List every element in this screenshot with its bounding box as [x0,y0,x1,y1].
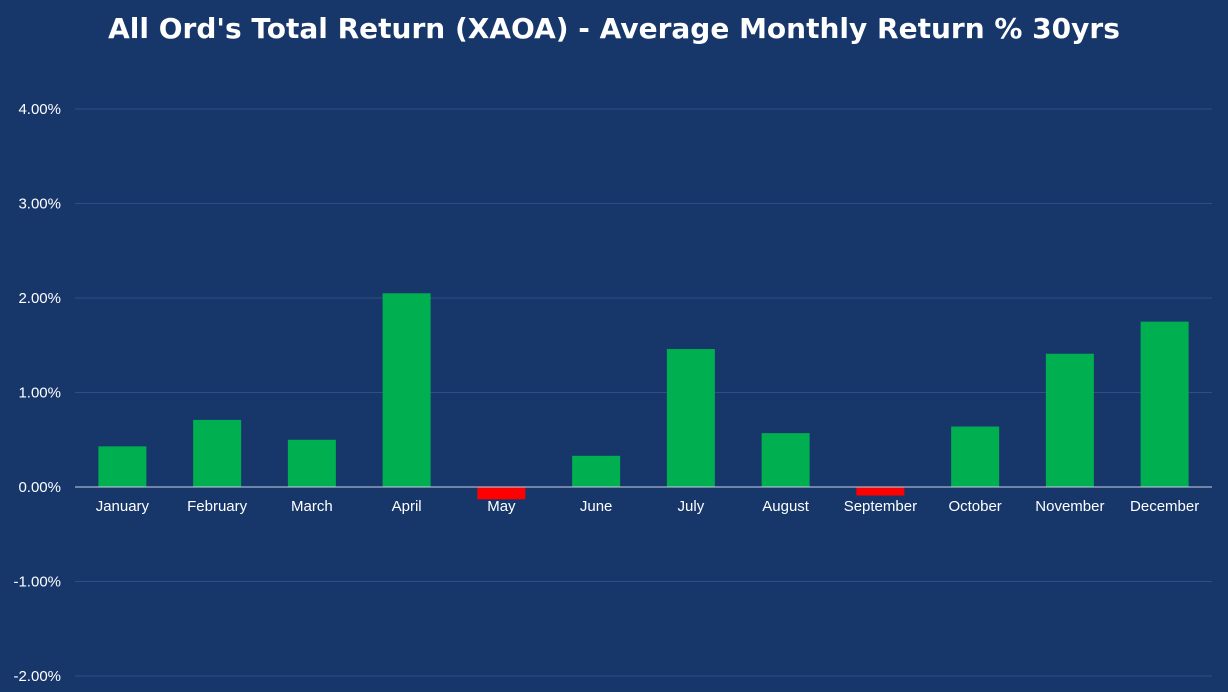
x-tick-label: January [96,498,150,515]
x-tick-label: July [678,498,705,515]
bar-october [951,426,1000,487]
x-tick-label: September [844,498,917,515]
bar-february [193,419,242,487]
x-tick-label: August [762,498,810,515]
x-tick-label: March [291,498,333,515]
bar-december [1140,321,1189,487]
chart-title: All Ord's Total Return (XAOA) - Average … [108,12,1120,45]
x-tick-label: December [1130,498,1199,515]
x-axis-tick-labels: January February March April May June July Augu… [96,498,1200,515]
y-tick-label: -2.00% [13,668,61,685]
y-tick-label: 3.00% [18,196,61,213]
gridlines [75,108,1212,677]
bar-july [666,349,715,487]
y-tick-label: 2.00% [18,290,61,307]
x-tick-label: February [187,498,248,515]
y-tick-label: 4.00% [18,101,61,118]
bar-november [1045,353,1094,487]
bar-september [856,487,905,496]
y-tick-label: 1.00% [18,385,61,402]
bar-june [572,455,621,487]
x-tick-label: November [1035,498,1104,515]
bar-may [477,487,526,500]
bar-august [761,433,810,487]
x-tick-label: June [580,498,613,515]
y-tick-label: 0.00% [18,479,61,496]
y-tick-label: -1.00% [13,574,61,591]
bar-april [382,293,431,487]
x-tick-label: April [392,498,422,515]
bars [98,293,1189,500]
x-tick-label: May [487,498,516,515]
bar-january [98,446,147,487]
y-axis-tick-labels: 4.00% 3.00% 2.00% 1.00% 0.00% -1.00% -2.00% [13,101,61,685]
bar-march [287,439,336,487]
x-tick-label: October [948,498,1001,515]
